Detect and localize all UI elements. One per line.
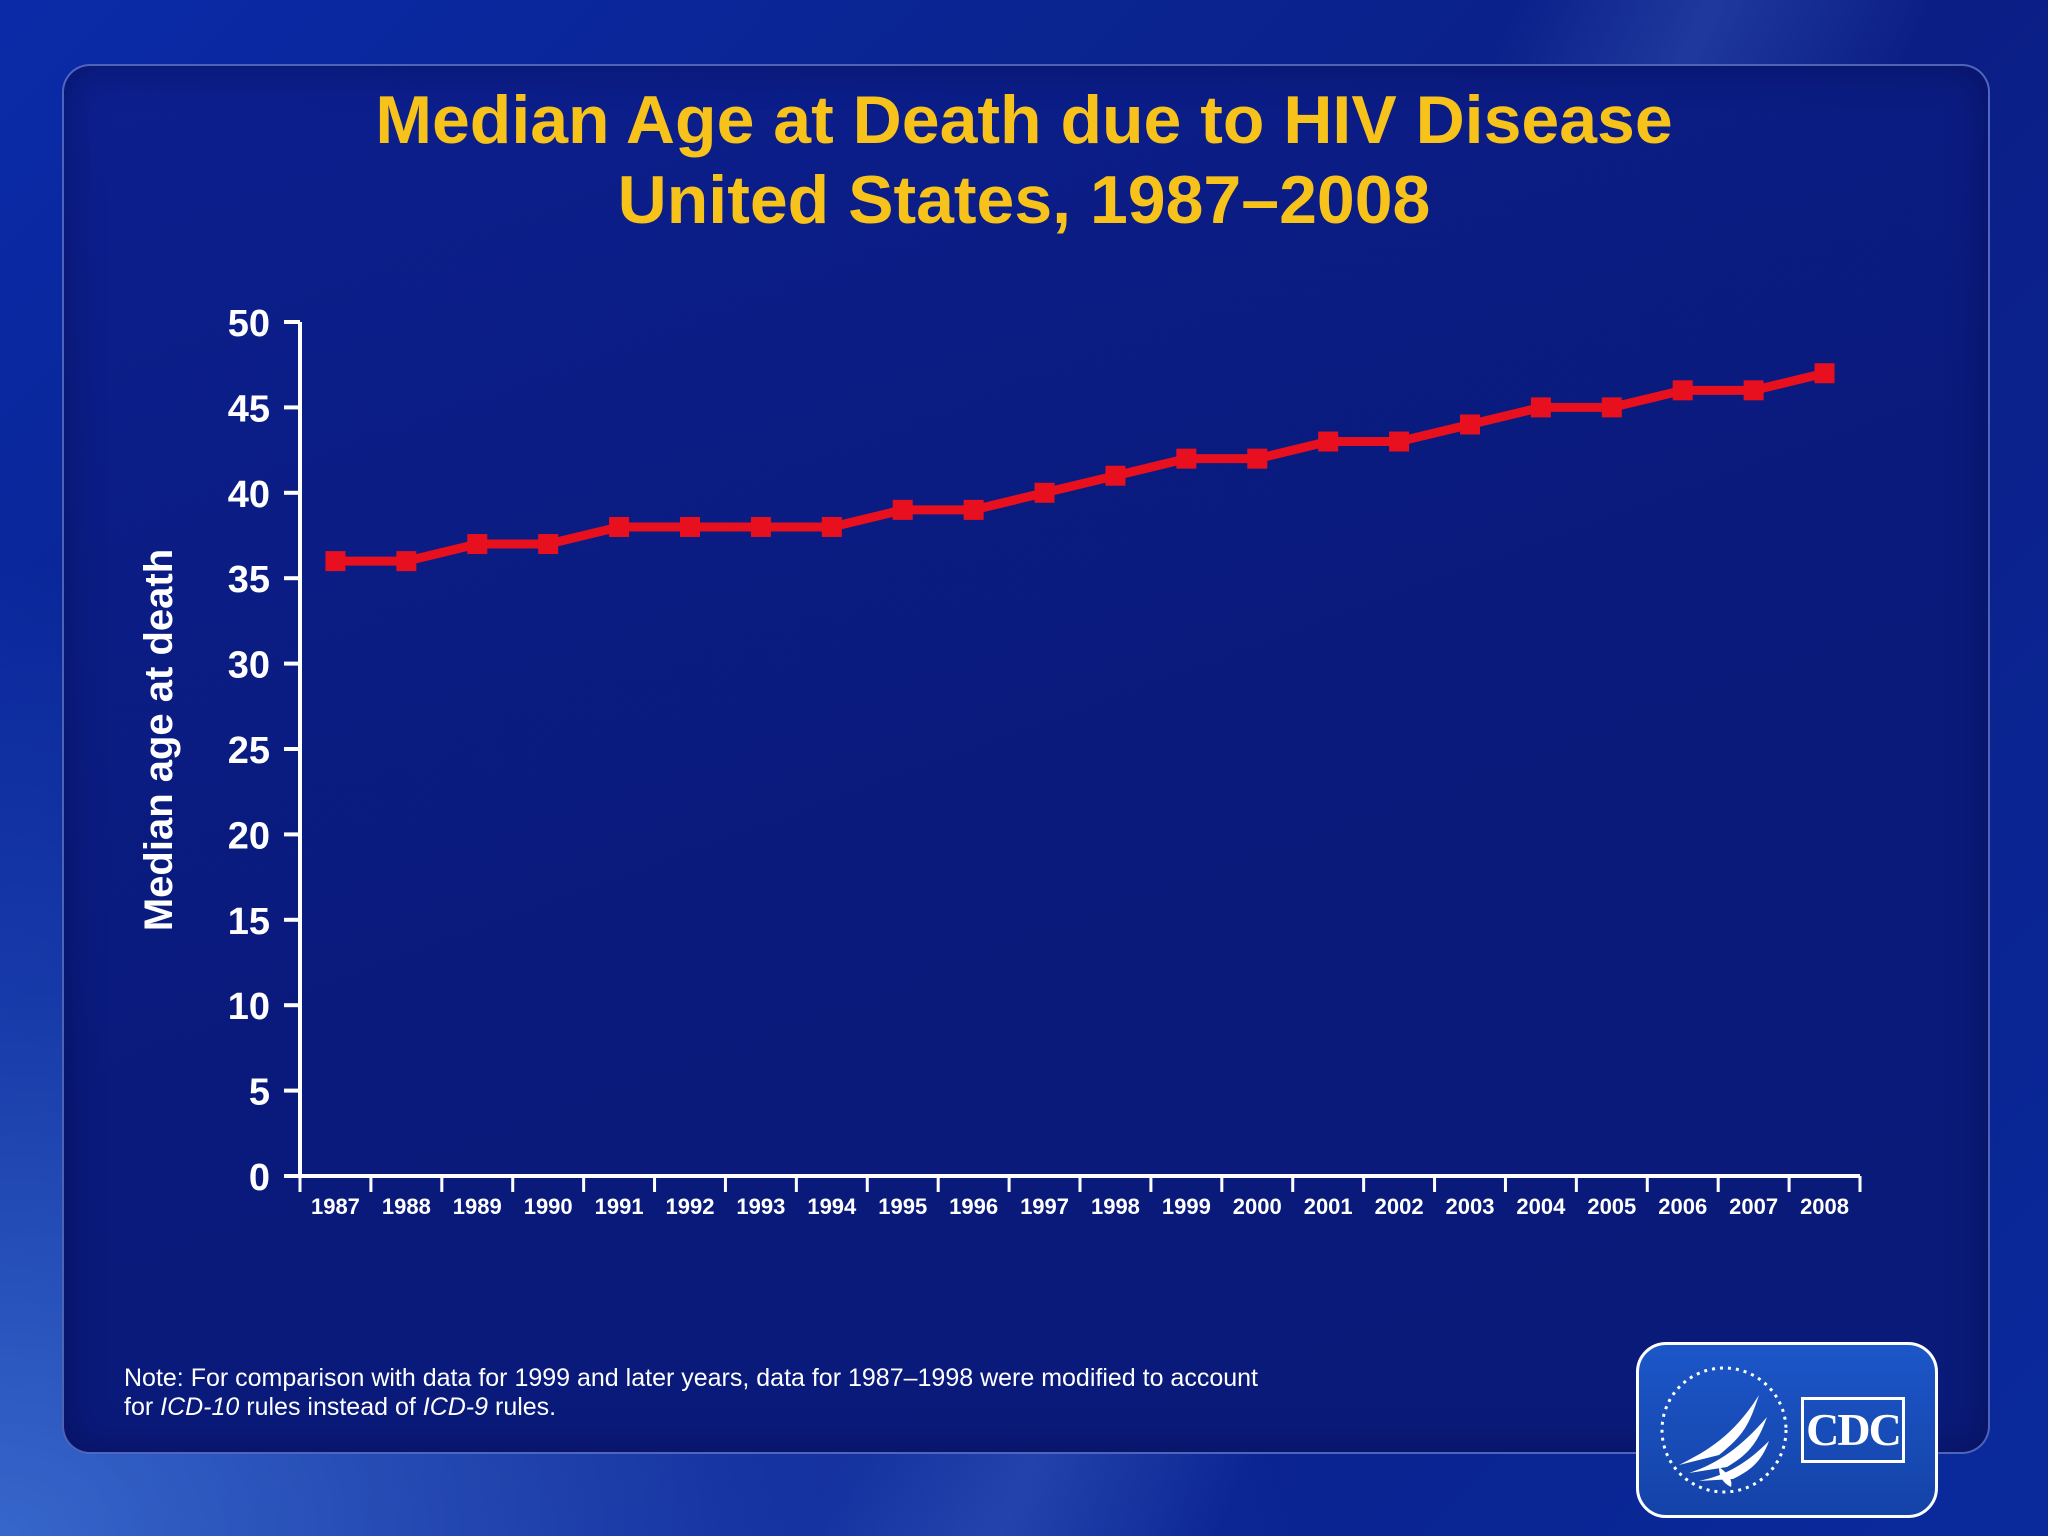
x-tick-label: 1994 [807,1194,857,1219]
x-tick-label: 2004 [1516,1194,1566,1219]
chart-title-line2: United States, 1987–2008 [617,162,1431,238]
x-tick-label: 2006 [1658,1194,1707,1219]
y-axis-label: Median age at death [137,549,181,931]
note-for: for [124,1393,161,1421]
y-tick-label: 25 [228,730,270,772]
x-tick-label: 1993 [736,1194,785,1219]
cdc-logo: CDC [1636,1342,1938,1518]
x-tick-label: 1988 [382,1194,431,1219]
cdc-wordmark: CDC [1801,1397,1905,1463]
data-point [821,516,842,537]
chart-title-line1: Median Age at Death due to HIV Disease [375,82,1673,158]
data-series [325,363,1835,572]
data-point [1105,465,1126,486]
x-tick-label: 1989 [453,1194,502,1219]
chart-axes [298,322,1860,1178]
x-tick-label: 2008 [1800,1194,1849,1219]
x-tick-label: 2003 [1446,1194,1495,1219]
note-end: rules. [488,1393,557,1421]
x-tick-label: 2000 [1233,1194,1282,1219]
data-point [963,499,984,520]
x-tick-label: 1996 [949,1194,998,1219]
note-icd9: ICD-9 [422,1393,489,1421]
data-point [538,534,559,555]
x-tick-label: 1991 [595,1194,644,1219]
x-tick-label: 2001 [1304,1194,1353,1219]
x-axis-ticks: 1987 1988 1989 1990 1991 1992 1993 1994 1995 1996… [298,1176,1862,1219]
x-tick-label: 1998 [1091,1194,1140,1219]
data-point [609,516,630,537]
data-point [1318,431,1339,452]
x-tick-label: 2002 [1375,1194,1424,1219]
data-point [680,516,700,537]
x-tick-label: 1995 [878,1194,927,1219]
data-point [1601,397,1622,418]
y-tick-label: 5 [249,1072,270,1114]
data-point [1034,482,1055,503]
slide-panel [62,64,1990,1454]
y-tick-label: 50 [228,303,270,345]
data-point [1247,448,1268,469]
hhs-eagle-seal-icon [1660,1366,1788,1494]
series-line [330,368,1830,566]
y-tick-label: 45 [228,388,270,430]
y-tick-label: 20 [228,815,270,857]
y-tick-label: 15 [228,901,270,943]
y-tick-label: 10 [228,986,270,1028]
data-point [1176,448,1197,469]
data-point [892,499,913,520]
y-axis-ticks: 0 5 10 15 20 25 30 35 40 45 50 [228,303,300,1199]
y-tick-label: 35 [228,559,270,601]
data-point [1814,363,1835,384]
x-tick-label: 1997 [1020,1194,1069,1219]
x-tick-label: 2005 [1587,1194,1636,1219]
x-tick-label: 1987 [311,1194,360,1219]
data-point [325,551,346,572]
note-mid: rules instead of [239,1393,423,1421]
x-tick-label: 1992 [666,1194,715,1219]
x-tick-label: 2007 [1729,1194,1778,1219]
data-point [467,534,488,555]
data-point [750,516,771,537]
note-icd10: ICD-10 [160,1393,240,1421]
data-point [1389,431,1410,452]
footnote: Note: For comparison with data for 1999 … [124,1364,1424,1422]
x-tick-label: 1999 [1162,1194,1211,1219]
y-tick-label: 30 [228,645,270,687]
chart-title: Median Age at Death due to HIV Disease U… [0,80,2048,240]
y-tick-label: 0 [249,1157,270,1199]
data-point [1530,397,1551,418]
y-tick-label: 40 [228,474,270,516]
x-tick-label: 1990 [524,1194,573,1219]
data-point [396,551,417,572]
data-point [1743,380,1764,401]
data-point [1460,414,1480,435]
data-point [1672,380,1693,401]
note-line1: Note: For comparison with data for 1999 … [124,1364,1258,1392]
